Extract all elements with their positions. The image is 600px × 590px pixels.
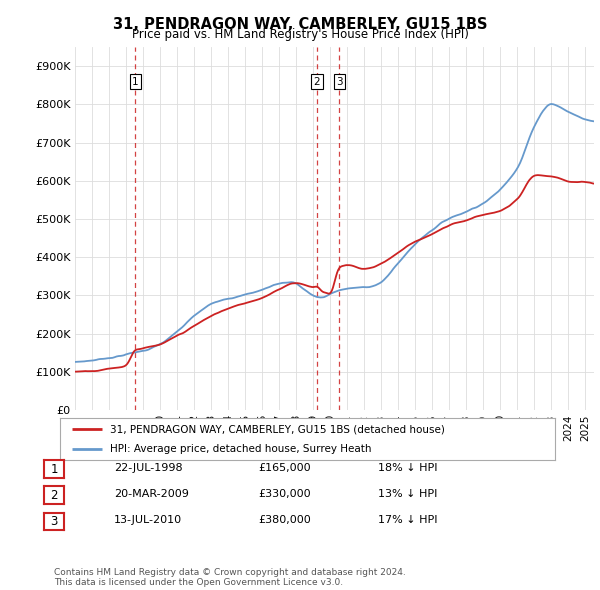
Text: 1: 1	[132, 77, 139, 87]
Text: Contains HM Land Registry data © Crown copyright and database right 2024.
This d: Contains HM Land Registry data © Crown c…	[54, 568, 406, 587]
Text: 3: 3	[336, 77, 343, 87]
Text: 22-JUL-1998: 22-JUL-1998	[114, 463, 182, 473]
Text: 3: 3	[50, 515, 58, 528]
Text: HPI: Average price, detached house, Surrey Heath: HPI: Average price, detached house, Surr…	[110, 444, 371, 454]
Text: 18% ↓ HPI: 18% ↓ HPI	[378, 463, 437, 473]
Text: 13% ↓ HPI: 13% ↓ HPI	[378, 489, 437, 499]
Text: 17% ↓ HPI: 17% ↓ HPI	[378, 516, 437, 525]
Text: Price paid vs. HM Land Registry's House Price Index (HPI): Price paid vs. HM Land Registry's House …	[131, 28, 469, 41]
Text: 1: 1	[50, 463, 58, 476]
Text: £330,000: £330,000	[258, 489, 311, 499]
Text: £165,000: £165,000	[258, 463, 311, 473]
Text: 13-JUL-2010: 13-JUL-2010	[114, 516, 182, 525]
Text: 2: 2	[314, 77, 320, 87]
Text: 2: 2	[50, 489, 58, 502]
Text: 31, PENDRAGON WAY, CAMBERLEY, GU15 1BS (detached house): 31, PENDRAGON WAY, CAMBERLEY, GU15 1BS (…	[110, 424, 445, 434]
Text: 20-MAR-2009: 20-MAR-2009	[114, 489, 189, 499]
Text: £380,000: £380,000	[258, 516, 311, 525]
Text: 31, PENDRAGON WAY, CAMBERLEY, GU15 1BS: 31, PENDRAGON WAY, CAMBERLEY, GU15 1BS	[113, 17, 487, 31]
